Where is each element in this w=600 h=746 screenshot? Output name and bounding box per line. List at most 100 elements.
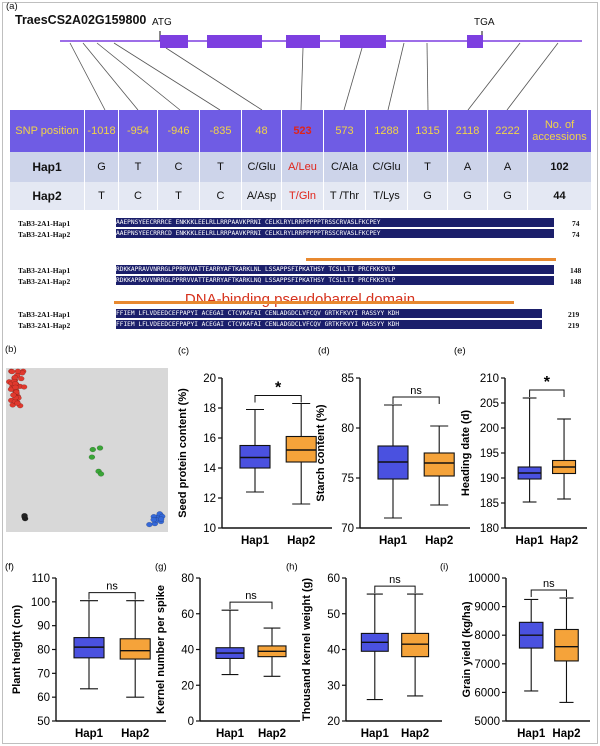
- snp-pos: -835: [200, 110, 242, 152]
- box-hap2: Hap2: [550, 418, 578, 547]
- box-hap1: Hap1: [517, 598, 546, 740]
- panel-label-e: (e): [454, 345, 466, 356]
- y-tick-label: 210: [480, 373, 499, 385]
- hap1-allele: T: [200, 152, 242, 182]
- box-chart-g: (g) 0 20 40 60 80 Kernel number per spike Hap1 H…: [155, 561, 300, 740]
- y-tick-label: 0: [188, 716, 194, 728]
- y-tick-label: 185: [480, 498, 499, 510]
- box-hap2: Hap2: [257, 627, 287, 740]
- snp-connector-lines: [69, 42, 559, 111]
- y-tick-label: 60: [327, 573, 340, 585]
- y-axis-label: Plant height (cm): [11, 605, 23, 695]
- seq-name: TaB3-2A1-Hap2: [18, 230, 71, 239]
- pca-point: [88, 454, 96, 460]
- significance-bracket: [529, 389, 565, 397]
- y-tick-label: 20: [327, 716, 340, 728]
- snp-pos: 1288: [366, 110, 408, 152]
- box-hap1: Hap1: [377, 404, 409, 547]
- significance-bracket: [254, 395, 302, 403]
- hap1-allele: C/Ala: [324, 152, 366, 182]
- seq-end: 148: [570, 277, 582, 286]
- box-iqr: [239, 444, 271, 469]
- y-tick-label: 85: [341, 373, 354, 385]
- hap2-allele: G: [408, 182, 448, 210]
- y-tick-label: 75: [341, 473, 354, 485]
- y-tick-label: 70: [341, 523, 354, 535]
- y-tick-label: 14: [203, 463, 216, 475]
- pca-point: [14, 400, 21, 406]
- snp-pos: 1315: [408, 110, 448, 152]
- snp-pos: 2222: [488, 110, 528, 152]
- x-tick-label: Hap2: [425, 535, 453, 547]
- snp-position-header: SNP position: [10, 110, 85, 152]
- pca-point: [96, 445, 104, 451]
- hap2-allele-highlight: T/Gln: [282, 182, 324, 210]
- significance-label: ns: [543, 578, 555, 590]
- box-iqr: [401, 632, 430, 658]
- box-hap1: Hap1: [215, 609, 245, 740]
- y-tick-label: 60: [181, 609, 194, 621]
- seq-name: TaB3-2A1-Hap1: [18, 219, 71, 228]
- significance-bracket: [229, 601, 273, 610]
- hap2-allele: T: [158, 182, 200, 210]
- x-tick-label: Hap2: [258, 728, 286, 740]
- seq-name: TaB3-2A1-Hap1: [18, 310, 71, 319]
- box-chart-f: (f) 50 60 70 80 90 100 110 Plant height (cm) Hap1…: [5, 561, 166, 740]
- x-tick-label: Hap2: [401, 728, 429, 740]
- box-hap2: Hap2: [401, 593, 430, 740]
- panel-label-g: (g): [155, 561, 167, 572]
- box-hap2: Hap2: [119, 600, 151, 740]
- hap2-accessions: 44: [528, 182, 592, 210]
- accessions-header: No. of accessions: [528, 110, 592, 152]
- y-tick-label: 50: [37, 716, 50, 728]
- hap1-allele: G: [85, 152, 119, 182]
- y-tick-label: 18: [203, 403, 216, 415]
- y-tick-label: 80: [37, 645, 50, 657]
- box-hap1: Hap1: [239, 408, 271, 547]
- y-tick-label: 20: [203, 373, 216, 385]
- pca-point: [97, 471, 105, 477]
- panel-label-i: (i): [440, 561, 448, 572]
- x-tick-label: Hap2: [287, 535, 315, 547]
- significance-bracket: [530, 589, 567, 598]
- panel-label-d: (d): [318, 345, 330, 356]
- hap2-allele: A/Asp: [242, 182, 282, 210]
- significance-label: *: [544, 374, 551, 391]
- y-tick-label: 30: [327, 680, 340, 692]
- snp-table: SNP position -1018 -954 -946 -835 48 523…: [10, 110, 594, 210]
- y-tick-label: 10000: [468, 573, 500, 585]
- significance-bracket: [392, 396, 440, 404]
- seq-end: 219: [568, 321, 580, 330]
- seq-bar: FFIEM LFLVDEEDCEFPAPYI ACEGAI CTCVKAFAI …: [116, 320, 542, 329]
- significance-bracket: [374, 585, 416, 594]
- box-chart-d: (d) 70 75 80 85 Starch content (%) Hap1 Hap2 ns: [315, 345, 470, 547]
- hap2-label: Hap2: [10, 182, 85, 210]
- y-axis-label: Seed protein content (%): [177, 388, 189, 518]
- significance-label: ns: [245, 590, 257, 602]
- significance-label: ns: [410, 385, 422, 397]
- seq-bar: RDKKAPRAVVNRRGLPPRRVVATTEARRYAFTKARKLNQ …: [116, 276, 554, 285]
- seq-bar: AAEPNSYEECRRRCD ENKKKLEELRLLRRPAAVKPRNI …: [116, 229, 554, 238]
- x-tick-label: Hap1: [241, 535, 270, 547]
- hap2-allele: C: [119, 182, 158, 210]
- y-tick-label: 7000: [474, 659, 500, 671]
- significance-label: *: [275, 380, 282, 397]
- box-chart-h: (h) 20 30 40 50 60 Thousand kernel weight (g) H…: [286, 561, 442, 740]
- y-tick-label: 40: [181, 645, 194, 657]
- y-tick-label: 205: [480, 398, 499, 410]
- seq-name: TaB3-2A1-Hap2: [18, 277, 71, 286]
- y-tick-label: 9000: [474, 602, 500, 614]
- hap2-allele: G: [448, 182, 488, 210]
- box-hap1: Hap1: [361, 593, 389, 740]
- box-hap2: Hap2: [285, 402, 317, 547]
- box-chart-i: (i) 5000 6000 7000 8000 9000 10000 Grain yield …: [440, 561, 590, 740]
- pca-point: [20, 384, 28, 390]
- significance-label: ns: [389, 574, 401, 586]
- snp-pos: -946: [158, 110, 200, 152]
- panel-label-c: (c): [178, 345, 189, 356]
- snp-pos-highlight: 523: [282, 110, 324, 152]
- box-hap1: Hap1: [73, 600, 105, 740]
- y-tick-label: 10: [203, 523, 216, 535]
